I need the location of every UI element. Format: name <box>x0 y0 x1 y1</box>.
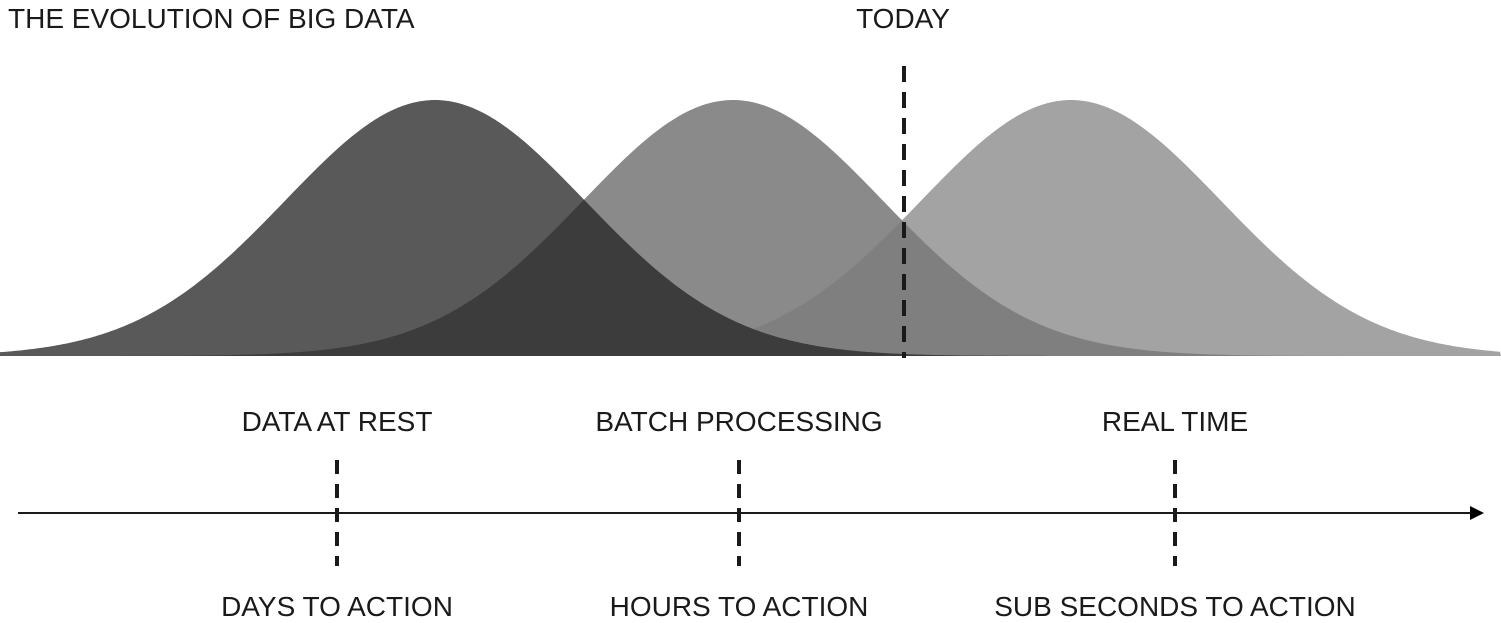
stage-label-real-time: REAL TIME <box>1102 406 1248 437</box>
timeline-arrowhead <box>1470 506 1484 520</box>
outcome-label-sub-seconds: SUB SECONDS TO ACTION <box>994 591 1355 622</box>
stage-label-batch-processing: BATCH PROCESSING <box>595 406 882 437</box>
diagram-title: THE EVOLUTION OF BIG DATA <box>8 3 415 34</box>
outcome-label-hours: HOURS TO ACTION <box>610 591 869 622</box>
curve-batch-processing <box>0 100 1501 356</box>
curve-data-at-rest <box>0 100 1501 356</box>
curves-group <box>0 100 1501 356</box>
curve-real-time <box>0 100 1501 356</box>
stage-label-data-at-rest: DATA AT REST <box>242 406 433 437</box>
today-label: TODAY <box>856 3 950 34</box>
outcome-label-days: DAYS TO ACTION <box>221 591 453 622</box>
